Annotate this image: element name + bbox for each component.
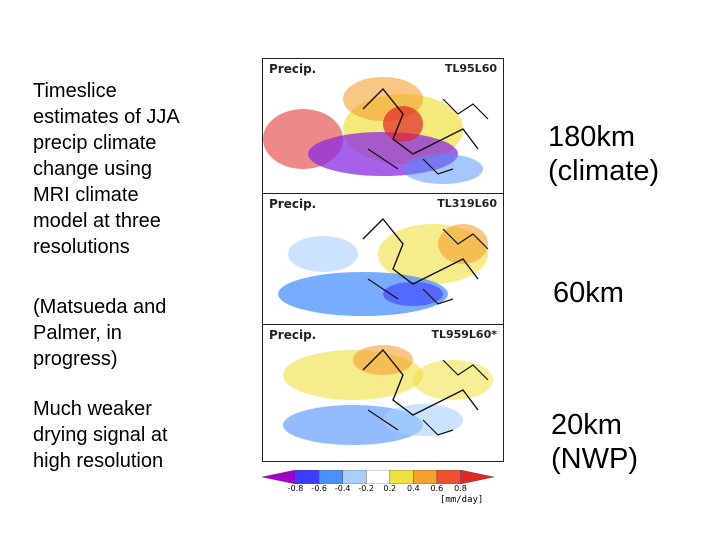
- panel-title: Precip.: [269, 328, 317, 342]
- panel-model-label: TL319L60: [437, 197, 497, 210]
- colorbar-segment: [436, 470, 461, 484]
- colorbar-tick-label: -0.4: [334, 484, 351, 493]
- colorbar-ticks: -0.8 -0.6 -0.4 -0.2 0.2 0.4 0.6 0.8: [262, 484, 494, 496]
- resolution-label-20km: 20km (NWP): [551, 409, 638, 475]
- resolution-label-60km: 60km: [553, 277, 624, 309]
- colorbar-tick-label: 0.6: [430, 484, 444, 493]
- colorbar: [262, 470, 494, 484]
- colorbar-segment: [262, 470, 296, 484]
- citation-paragraph: (Matsueda and Palmer, in progress): [33, 296, 167, 370]
- description-paragraph: Timeslice estimates of JJA precip climat…: [33, 80, 180, 258]
- colorbar-tick-label: 0.4: [406, 484, 420, 493]
- colorbar-segment: [342, 470, 367, 484]
- colorbar-tick-label: -0.6: [311, 484, 327, 493]
- colorbar-segment: [389, 470, 414, 484]
- precip-map-image: [283, 345, 493, 445]
- precip-map-tl95: Precip. TL95L60: [262, 58, 504, 194]
- panel-model-label: TL959L60*: [431, 328, 497, 341]
- colorbar-tick-label: -0.2: [358, 484, 375, 493]
- colorbar-tick-label: 0.2: [383, 484, 397, 493]
- precip-map-tl319: Precip. TL319L60: [262, 193, 504, 325]
- resolution-label-180km: 180km (climate): [548, 121, 660, 187]
- colorbar-segment: [295, 470, 320, 484]
- panel-model-label: TL95L60: [444, 62, 497, 75]
- conclusion-paragraph: Much weaker drying signal at high resolu…: [33, 398, 168, 472]
- colorbar-segment: [318, 470, 343, 484]
- precip-map-image: [263, 65, 498, 189]
- colorbar-unit: [mm/day]: [440, 495, 484, 505]
- colorbar-segment: [460, 470, 494, 484]
- panel-title: Precip.: [269, 197, 317, 211]
- precip-map-image: [278, 217, 489, 316]
- colorbar-segment: [413, 470, 438, 484]
- colorbar-segment: [365, 470, 391, 484]
- colorbar-tick-label: -0.8: [287, 484, 304, 493]
- panel-title: Precip.: [269, 62, 317, 76]
- precip-map-tl959: Precip. TL959L60*: [262, 324, 504, 462]
- colorbar-tick-label: 0.8: [454, 484, 467, 493]
